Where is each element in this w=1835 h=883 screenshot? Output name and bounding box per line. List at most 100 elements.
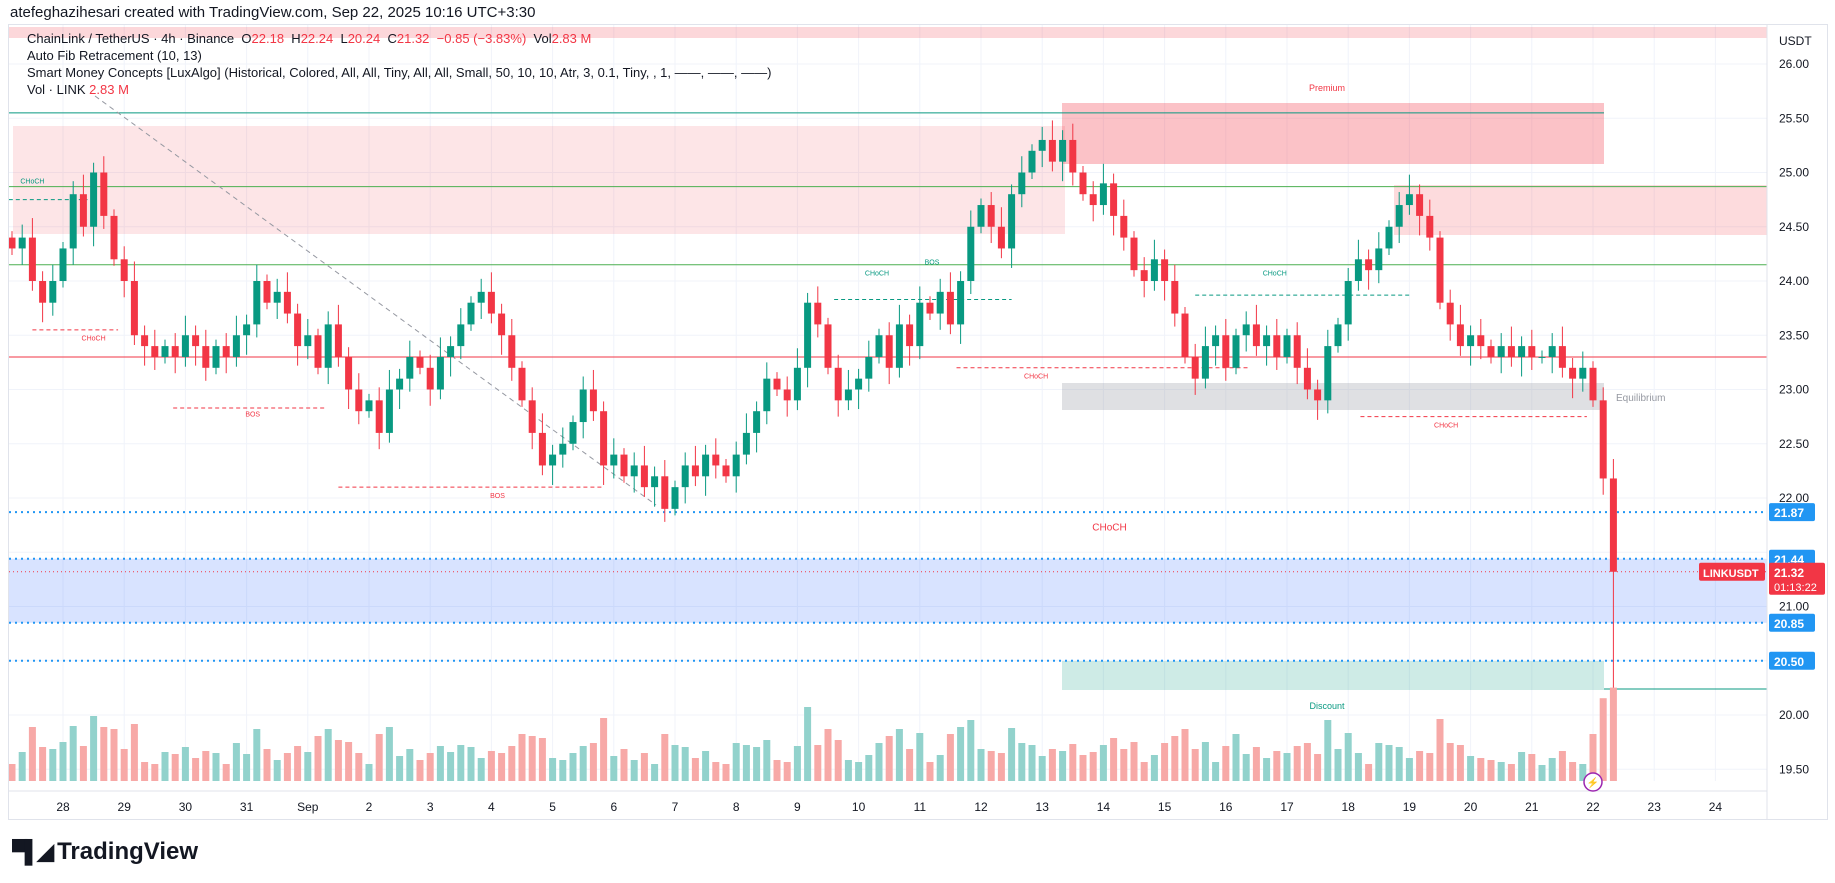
candle[interactable] (253, 264, 261, 338)
candle[interactable] (1232, 328, 1240, 375)
price-level-tag[interactable] (1769, 651, 1815, 670)
candle[interactable] (1150, 239, 1158, 291)
candle[interactable] (18, 224, 26, 265)
candle[interactable] (997, 207, 1005, 259)
candle[interactable] (579, 376, 587, 439)
candle[interactable] (1507, 326, 1515, 367)
candle[interactable] (1293, 322, 1301, 385)
chart-frame[interactable]: Premium Equilibrium Discount CHoCH CHoCH BOS B… (8, 24, 1828, 820)
candle[interactable] (1171, 264, 1179, 327)
candle[interactable] (130, 261, 138, 346)
candle[interactable] (559, 427, 567, 468)
candle[interactable] (426, 354, 434, 406)
candle[interactable] (671, 480, 679, 516)
candle[interactable] (1242, 311, 1250, 352)
candle[interactable] (1201, 326, 1209, 389)
candle[interactable] (742, 413, 750, 465)
candle[interactable] (1416, 184, 1424, 236)
candle[interactable] (161, 339, 169, 364)
candle[interactable] (1099, 163, 1107, 215)
candle[interactable] (314, 328, 322, 375)
candle[interactable] (1518, 336, 1526, 377)
candle[interactable] (610, 438, 618, 479)
candle[interactable] (1110, 173, 1118, 236)
candle[interactable] (1191, 343, 1199, 395)
candle[interactable] (1181, 307, 1189, 364)
candle[interactable] (385, 369, 393, 443)
candle[interactable] (294, 303, 302, 366)
candle[interactable] (1467, 325, 1475, 366)
candle[interactable] (1089, 181, 1097, 222)
candle[interactable] (855, 368, 863, 410)
candle[interactable] (1212, 325, 1220, 366)
candle[interactable] (1365, 249, 1373, 290)
price-level-tag[interactable] (1769, 613, 1815, 632)
candle[interactable] (1528, 329, 1536, 370)
candle[interactable] (1477, 318, 1485, 360)
candle[interactable] (39, 271, 47, 323)
candle[interactable] (202, 329, 210, 381)
candle[interactable] (120, 246, 128, 298)
candle[interactable] (79, 174, 87, 237)
candle[interactable] (1569, 358, 1577, 399)
candle[interactable] (528, 387, 536, 450)
candle[interactable] (916, 286, 924, 360)
candle[interactable] (28, 218, 36, 291)
candle[interactable] (263, 274, 271, 310)
candle[interactable] (355, 373, 363, 425)
tradingview-logo[interactable]: ▀▌◢ TradingView (12, 838, 198, 866)
candle[interactable] (1446, 289, 1454, 341)
candle[interactable] (1120, 199, 1128, 251)
candle[interactable] (100, 156, 108, 229)
candle[interactable] (508, 318, 516, 381)
candle[interactable] (375, 387, 383, 450)
candle[interactable] (1324, 329, 1332, 414)
candle[interactable] (600, 401, 608, 485)
indicator-smc[interactable]: Smart Money Concepts [LuxAlgo] (Historic… (27, 65, 772, 80)
candle[interactable] (9, 231, 16, 255)
candle[interactable] (1558, 326, 1566, 378)
candle[interactable] (324, 311, 332, 385)
candle[interactable] (487, 272, 495, 324)
candle[interactable] (1426, 199, 1434, 251)
candle[interactable] (1303, 348, 1311, 400)
candle[interactable] (1599, 387, 1607, 495)
candle[interactable] (151, 329, 159, 370)
candle[interactable] (1538, 350, 1546, 364)
candle[interactable] (783, 376, 791, 417)
candle[interactable] (620, 448, 628, 483)
candle[interactable] (722, 458, 730, 483)
candle[interactable] (345, 347, 353, 410)
candle[interactable] (416, 350, 424, 375)
candle[interactable] (1263, 325, 1271, 366)
price-chart[interactable]: Premium Equilibrium Discount CHoCH CHoCH BOS B… (9, 25, 1827, 819)
candle[interactable] (1497, 333, 1505, 374)
candle[interactable] (212, 339, 220, 375)
candle[interactable] (283, 272, 291, 324)
candle[interactable] (436, 337, 444, 400)
candle[interactable] (946, 272, 954, 335)
candle[interactable] (732, 441, 740, 493)
candle[interactable] (824, 317, 832, 375)
candle[interactable] (804, 292, 812, 388)
candle[interactable] (222, 333, 230, 374)
candle[interactable] (936, 278, 944, 330)
candle[interactable] (549, 444, 557, 485)
candle[interactable] (957, 271, 965, 344)
candle[interactable] (90, 162, 98, 247)
candle[interactable] (334, 304, 342, 367)
candle[interactable] (1069, 123, 1077, 186)
candle[interactable] (814, 286, 822, 338)
candle[interactable] (753, 401, 761, 453)
candle[interactable] (640, 445, 648, 497)
candle[interactable] (1140, 257, 1148, 298)
candle[interactable] (1161, 249, 1169, 301)
candle[interactable] (59, 241, 67, 288)
candle[interactable] (1252, 304, 1260, 356)
candle[interactable] (243, 314, 251, 355)
indicator-fib[interactable]: Auto Fib Retracement (10, 13) (27, 48, 202, 63)
candle[interactable] (630, 452, 638, 493)
candle[interactable] (844, 369, 852, 411)
candle[interactable] (1385, 220, 1393, 255)
candle[interactable] (865, 340, 873, 392)
